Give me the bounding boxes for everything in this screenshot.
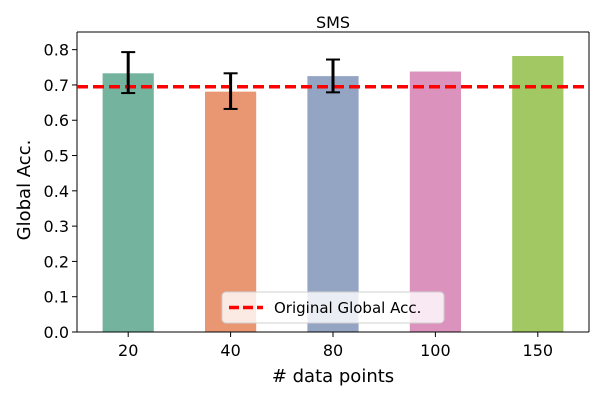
x-tick-label: 150 (523, 341, 554, 360)
chart-title: SMS (316, 13, 350, 32)
x-tick-label: 40 (220, 341, 240, 360)
bar-150 (512, 56, 564, 332)
y-tick-label: 0.0 (44, 323, 69, 342)
x-tick-label: 20 (118, 341, 138, 360)
y-tick-label: 0.5 (44, 147, 69, 166)
x-tick-label: 80 (323, 341, 343, 360)
x-tick-label: 100 (420, 341, 451, 360)
bar-20 (102, 73, 154, 332)
y-axis-title: Global Acc. (14, 140, 35, 241)
y-tick-label: 0.3 (44, 217, 69, 236)
bar-100 (409, 71, 461, 332)
legend: Original Global Acc. (221, 291, 445, 324)
y-tick-label: 0.1 (44, 288, 69, 307)
y-tick-label: 0.7 (44, 76, 69, 95)
legend-box (221, 291, 445, 324)
y-tick-label: 0.6 (44, 111, 69, 130)
y-tick-label: 0.2 (44, 252, 69, 271)
legend-label: Original Global Acc. (274, 299, 421, 317)
x-axis-title: # data points (272, 366, 394, 387)
plot-area: 0.0 0.1 0.2 0.3 0.4 0.5 0.6 0.7 0.8 20 40 80 100 150 (44, 31, 590, 360)
y-tick-label: 0.8 (44, 41, 69, 60)
y-tick-label: 0.4 (44, 182, 69, 201)
bar-80 (307, 76, 359, 332)
